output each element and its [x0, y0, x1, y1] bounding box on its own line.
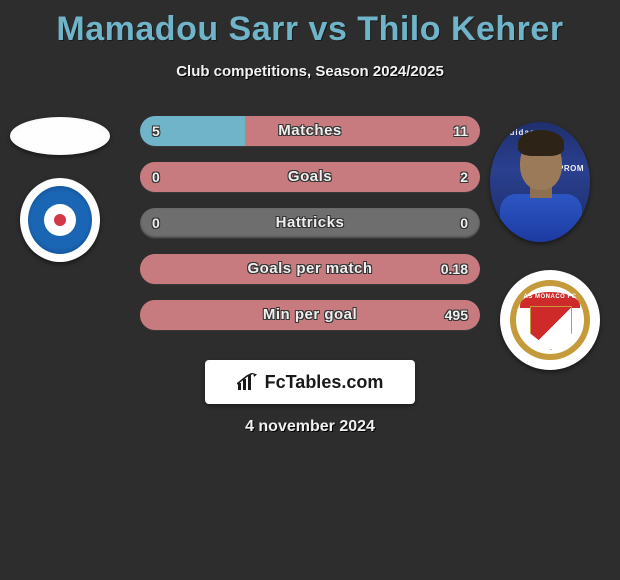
stat-row: 495Min per goal [140, 300, 480, 330]
left-player-photo [10, 117, 110, 155]
brand-text: FcTables.com [265, 372, 384, 393]
page-title: Mamadou Sarr vs Thilo Kehrer [0, 0, 620, 49]
stat-label: Goals [140, 162, 480, 192]
subtitle: Club competitions, Season 2024/2025 [0, 49, 620, 80]
stat-label: Hattricks [140, 208, 480, 238]
stat-row: 511Matches [140, 116, 480, 146]
infographic: Mamadou Sarr vs Thilo Kehrer Club compet… [0, 0, 620, 580]
stat-row: 02Goals [140, 162, 480, 192]
stat-row: 00Hattricks [140, 208, 480, 238]
branding[interactable]: FcTables.com [205, 360, 415, 404]
chart-icon [237, 373, 259, 391]
stat-label: Matches [140, 116, 480, 146]
stat-label: Min per goal [140, 300, 480, 330]
stat-label: Goals per match [140, 254, 480, 284]
left-club-badge [20, 178, 100, 262]
stats-block: 511Matches 02Goals 00Hattricks 0.18Goals pe… [140, 116, 480, 346]
date: 4 november 2024 [0, 418, 620, 436]
stat-row: 0.18Goals per match [140, 254, 480, 284]
right-club-badge: AS MONACO FC [500, 270, 600, 370]
right-player-photo: adidas PROM [490, 122, 590, 242]
